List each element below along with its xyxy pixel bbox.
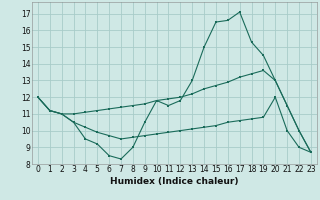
X-axis label: Humidex (Indice chaleur): Humidex (Indice chaleur) <box>110 177 239 186</box>
